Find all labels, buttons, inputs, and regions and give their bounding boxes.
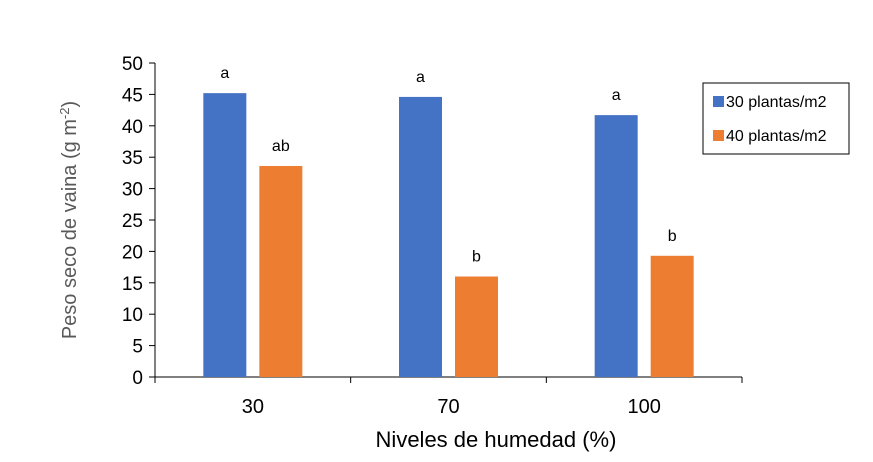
bar-significance-label: ab — [272, 138, 290, 155]
y-tick-label: 50 — [122, 54, 143, 75]
bar-significance-label: a — [220, 65, 229, 82]
legend-box — [702, 82, 850, 155]
y-tick-label: 0 — [132, 368, 143, 389]
y-tick-label: 15 — [122, 274, 143, 295]
y-tick-label: 25 — [122, 211, 143, 232]
bar-significance-label: b — [472, 249, 481, 266]
bar — [259, 165, 303, 377]
x-axis: 30 70 100 — [154, 376, 743, 418]
bar — [455, 276, 498, 377]
x-tick-label: 100 — [627, 396, 660, 418]
legend-label: 30 plantas/m2 — [726, 94, 827, 111]
bar-significance-label: b — [668, 228, 677, 245]
x-tick-label: 70 — [437, 396, 459, 418]
y-tick-label: 20 — [122, 242, 143, 263]
legend-label: 40 plantas/m2 — [726, 128, 827, 145]
bar-significance-label: a — [416, 69, 425, 86]
y-axis: 0 5 10 15 20 25 30 35 40 45 50 — [122, 54, 156, 389]
y-axis-title-superscript: -2 — [57, 107, 72, 119]
bar — [203, 93, 247, 378]
y-tick-label: 45 — [122, 85, 143, 106]
y-axis-title-main: Peso seco de vaina (g m — [59, 119, 81, 339]
bar — [399, 96, 442, 378]
y-tick-label: 10 — [122, 305, 143, 326]
legend-swatch — [713, 96, 724, 107]
y-axis-title-suffix: ) — [59, 101, 81, 108]
y-axis-title: Peso seco de vaina (g m-2) — [57, 101, 82, 339]
legend: 30 plantas/m2 40 plantas/m2 — [702, 82, 850, 155]
bars — [203, 93, 694, 378]
x-tick-label: 30 — [242, 396, 264, 418]
x-axis-title: Niveles de humedad (%) — [376, 427, 617, 452]
bar-significance-label: a — [612, 87, 621, 104]
y-tick-label: 35 — [122, 148, 143, 169]
y-tick-label: 5 — [132, 337, 143, 358]
y-tick-label: 40 — [122, 117, 143, 138]
bar — [650, 255, 694, 377]
y-tick-label: 30 — [122, 180, 143, 201]
bar — [594, 115, 638, 378]
legend-swatch — [713, 130, 724, 141]
